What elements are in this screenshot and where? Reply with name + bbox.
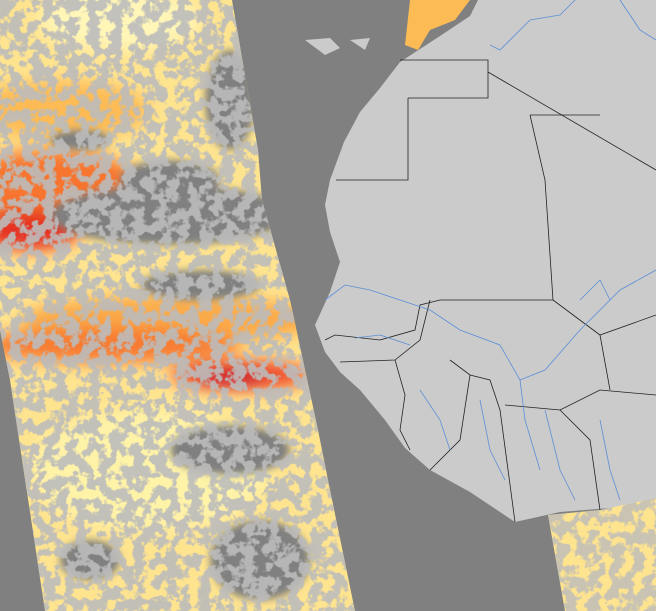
aerosol-patch-north bbox=[305, 0, 470, 55]
rivers bbox=[324, 0, 656, 501]
aerosol-patch-gulf bbox=[548, 498, 656, 611]
land-west-africa bbox=[315, 0, 656, 522]
